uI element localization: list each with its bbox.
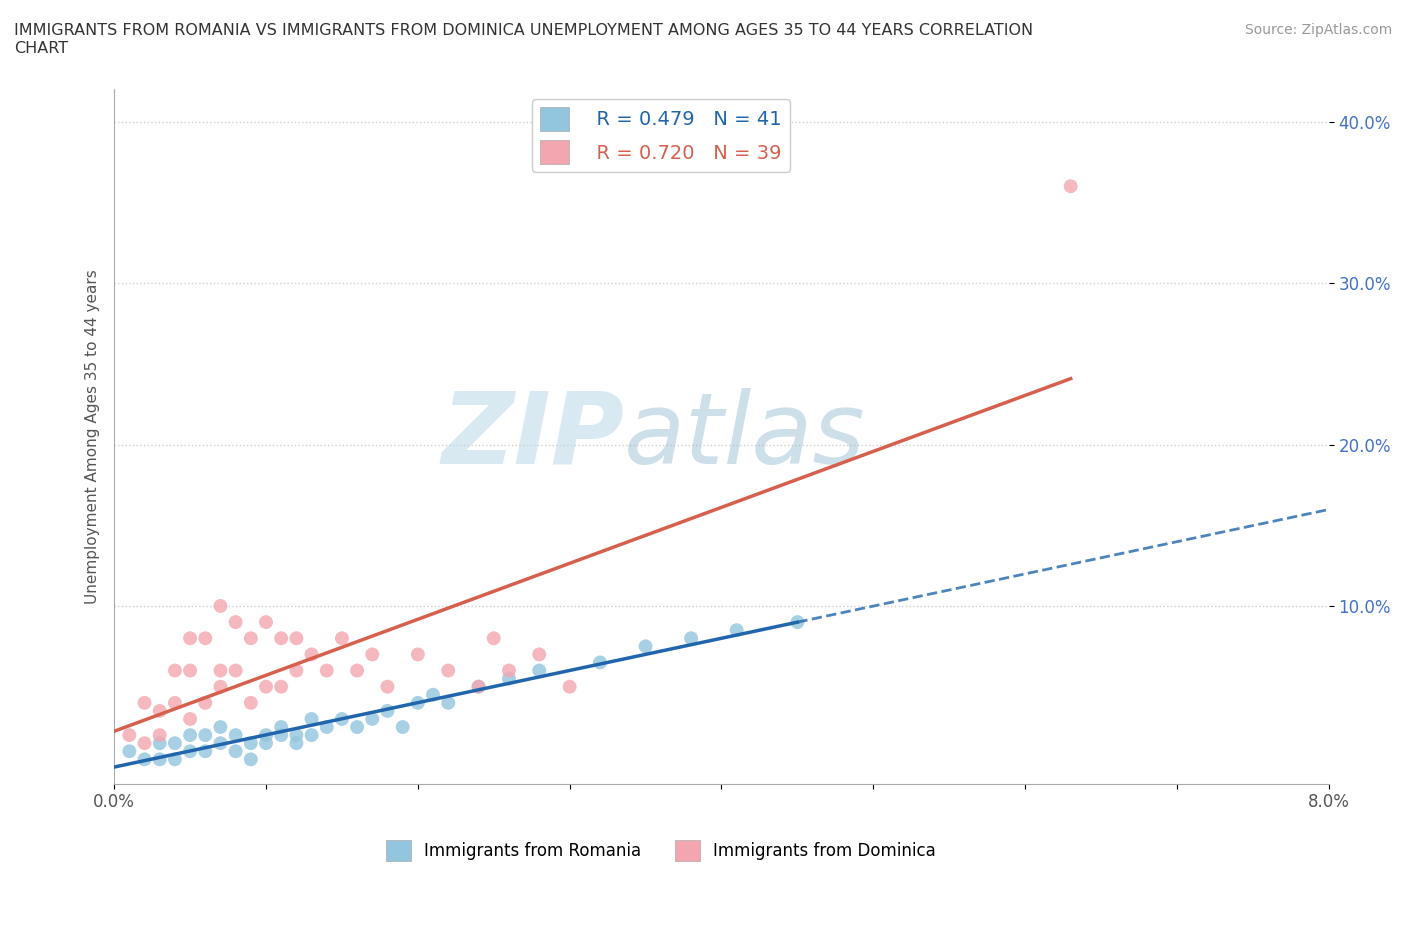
Point: [163, 751, 186, 766]
Point: [254, 679, 277, 694]
Point: [301, 647, 323, 662]
Point: [194, 631, 217, 645]
Text: IMMIGRANTS FROM ROMANIA VS IMMIGRANTS FROM DOMINICA UNEMPLOYMENT AMONG AGES 35 T: IMMIGRANTS FROM ROMANIA VS IMMIGRANTS FR…: [14, 23, 1033, 56]
Point: [406, 647, 429, 662]
Point: [285, 663, 308, 678]
Point: [285, 727, 308, 742]
Legend: Immigrants from Romania, Immigrants from Dominica: Immigrants from Romania, Immigrants from…: [380, 833, 942, 867]
Point: [179, 663, 201, 678]
Point: [163, 736, 186, 751]
Point: [270, 679, 292, 694]
Point: [270, 631, 292, 645]
Text: ZIP: ZIP: [441, 388, 624, 485]
Point: [134, 696, 156, 711]
Point: [239, 631, 262, 645]
Point: [179, 727, 201, 742]
Point: [1060, 179, 1083, 193]
Point: [437, 663, 460, 678]
Point: [330, 711, 353, 726]
Point: [589, 655, 612, 670]
Point: [134, 751, 156, 766]
Point: [361, 647, 384, 662]
Point: [529, 647, 551, 662]
Point: [391, 720, 413, 735]
Point: [225, 663, 247, 678]
Y-axis label: Unemployment Among Ages 35 to 44 years: Unemployment Among Ages 35 to 44 years: [86, 269, 100, 604]
Point: [558, 679, 581, 694]
Point: [301, 711, 323, 726]
Point: [254, 727, 277, 742]
Point: [209, 720, 232, 735]
Text: atlas: atlas: [624, 388, 866, 485]
Point: [301, 727, 323, 742]
Point: [482, 631, 505, 645]
Point: [149, 703, 172, 718]
Point: [179, 744, 201, 759]
Point: [225, 615, 247, 630]
Point: [725, 623, 748, 638]
Point: [786, 615, 808, 630]
Point: [377, 679, 399, 694]
Point: [467, 679, 489, 694]
Point: [422, 687, 444, 702]
Point: [498, 663, 520, 678]
Text: Source: ZipAtlas.com: Source: ZipAtlas.com: [1244, 23, 1392, 37]
Point: [270, 720, 292, 735]
Point: [209, 663, 232, 678]
Point: [149, 736, 172, 751]
Point: [681, 631, 703, 645]
Point: [209, 736, 232, 751]
Point: [285, 736, 308, 751]
Point: [346, 663, 368, 678]
Point: [498, 671, 520, 686]
Point: [179, 711, 201, 726]
Point: [529, 663, 551, 678]
Point: [254, 615, 277, 630]
Point: [118, 744, 141, 759]
Point: [330, 631, 353, 645]
Point: [179, 631, 201, 645]
Point: [377, 703, 399, 718]
Point: [194, 696, 217, 711]
Point: [315, 720, 337, 735]
Point: [239, 696, 262, 711]
Point: [163, 696, 186, 711]
Point: [194, 727, 217, 742]
Point: [194, 744, 217, 759]
Point: [149, 751, 172, 766]
Point: [149, 727, 172, 742]
Point: [634, 639, 657, 654]
Point: [209, 679, 232, 694]
Point: [437, 696, 460, 711]
Point: [134, 736, 156, 751]
Point: [285, 631, 308, 645]
Point: [346, 720, 368, 735]
Point: [239, 751, 262, 766]
Point: [467, 679, 489, 694]
Point: [361, 711, 384, 726]
Point: [239, 736, 262, 751]
Point: [225, 727, 247, 742]
Point: [118, 727, 141, 742]
Point: [225, 744, 247, 759]
Point: [315, 663, 337, 678]
Point: [163, 663, 186, 678]
Point: [270, 727, 292, 742]
Point: [406, 696, 429, 711]
Point: [254, 736, 277, 751]
Point: [209, 599, 232, 614]
